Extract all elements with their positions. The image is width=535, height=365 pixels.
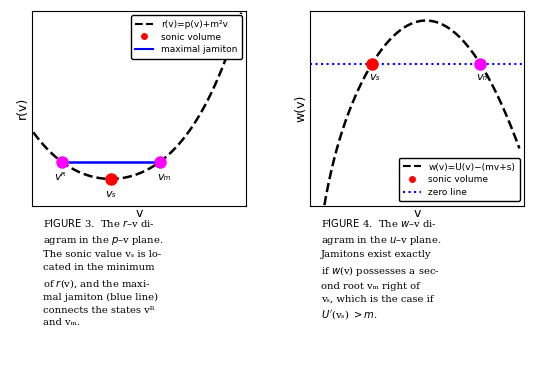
X-axis label: v: v — [135, 207, 143, 220]
Y-axis label: r(v): r(v) — [17, 97, 29, 119]
Text: vₛ: vₛ — [105, 189, 116, 199]
Y-axis label: w(v): w(v) — [295, 95, 308, 122]
Text: F$\mathrm{IGURE}$ 3.  The $r$–v di-
agram in the $p$–v plane.
The sonic value vₛ: F$\mathrm{IGURE}$ 3. The $r$–v di- agram… — [43, 218, 163, 327]
Text: vₘ: vₘ — [476, 72, 490, 82]
Legend: r(v)=p(v)+m²v, sonic volume, maximal jamiton: r(v)=p(v)+m²v, sonic volume, maximal jam… — [131, 15, 242, 59]
Text: vₛ: vₛ — [369, 72, 380, 82]
Legend: w(v)=U(v)−(mv+s), sonic volume, zero line: w(v)=U(v)−(mv+s), sonic volume, zero lin… — [399, 158, 520, 201]
X-axis label: v: v — [414, 207, 421, 220]
Text: vᴿ: vᴿ — [55, 172, 66, 182]
Text: F$\mathrm{IGURE}$ 4.  The $w$–v di-
agram in the $u$–v plane.
Jamitons exist exa: F$\mathrm{IGURE}$ 4. The $w$–v di- agram… — [321, 218, 441, 321]
Text: vₘ: vₘ — [157, 172, 171, 182]
